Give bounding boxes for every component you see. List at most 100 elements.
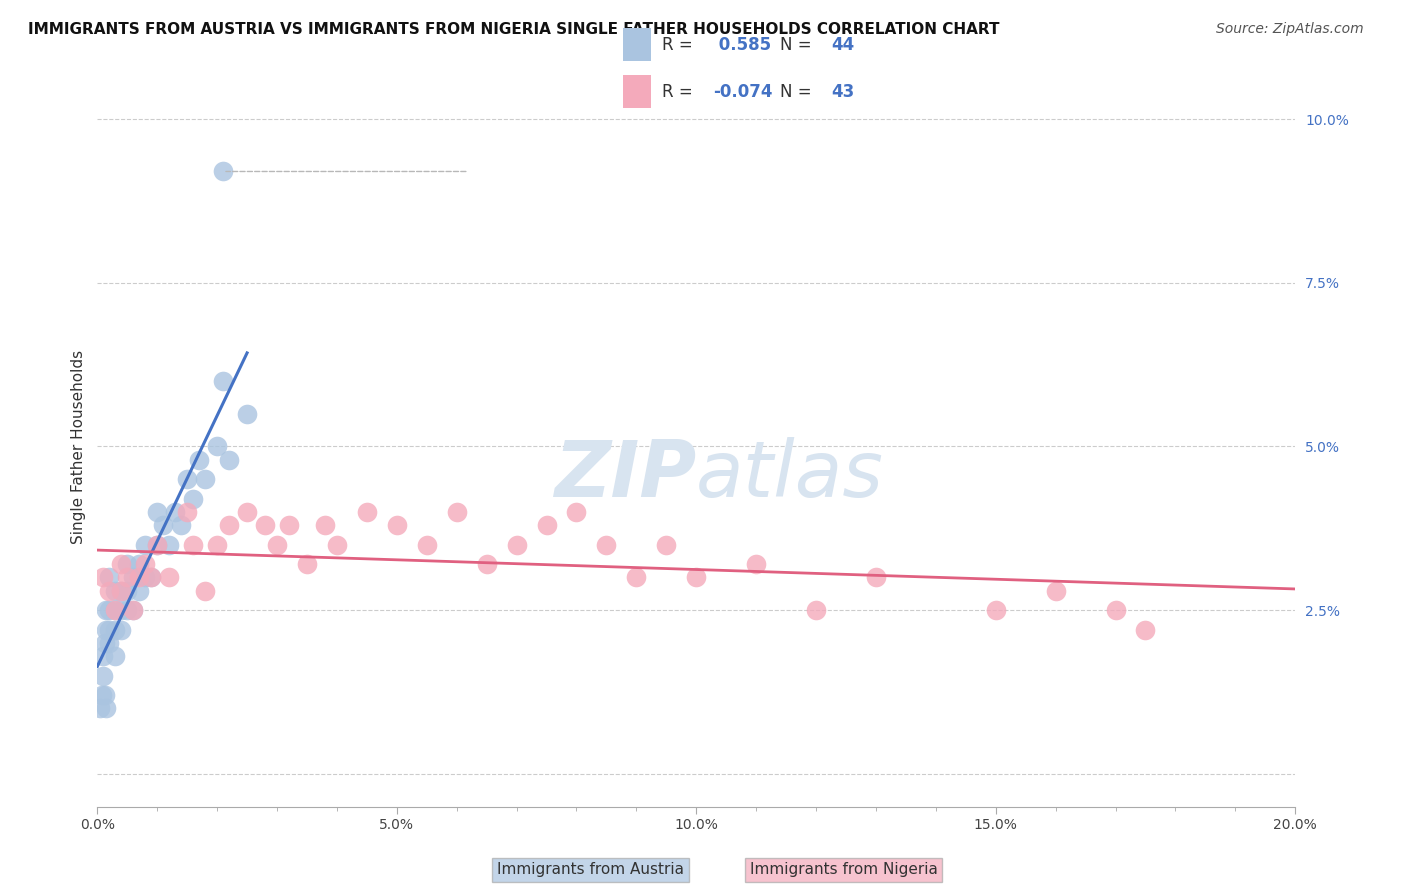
Point	[295, 558, 318, 572]
Point	[91, 668, 114, 682]
Point	[128, 558, 150, 572]
Point	[122, 570, 145, 584]
Point	[655, 538, 678, 552]
Point	[110, 558, 132, 572]
Point	[205, 538, 228, 552]
Point	[745, 558, 768, 572]
Point	[356, 505, 378, 519]
Point	[122, 603, 145, 617]
Point	[89, 701, 111, 715]
Point	[110, 583, 132, 598]
Point	[1045, 583, 1067, 598]
Text: 43: 43	[831, 83, 855, 101]
Text: N =: N =	[780, 83, 817, 101]
Point	[94, 623, 117, 637]
Point	[194, 583, 217, 598]
Point	[165, 505, 187, 519]
Point	[157, 538, 180, 552]
Point	[212, 374, 235, 388]
Point	[93, 688, 115, 702]
Point	[152, 518, 174, 533]
Point	[505, 538, 527, 552]
Point	[266, 538, 288, 552]
Text: 0.585: 0.585	[713, 36, 770, 54]
Point	[1104, 603, 1126, 617]
Point	[98, 623, 121, 637]
Point	[218, 518, 240, 533]
Point	[117, 583, 139, 598]
Point	[104, 583, 127, 598]
Point	[128, 583, 150, 598]
Point	[91, 570, 114, 584]
Point	[1135, 623, 1157, 637]
Text: -0.074: -0.074	[713, 83, 772, 101]
Point	[212, 164, 235, 178]
Point	[98, 570, 121, 584]
Point	[326, 538, 349, 552]
Point	[475, 558, 498, 572]
Point	[205, 440, 228, 454]
Point	[804, 603, 827, 617]
Point	[104, 603, 127, 617]
Point	[104, 648, 127, 663]
Point	[146, 538, 169, 552]
Point	[385, 518, 408, 533]
Point	[181, 538, 204, 552]
Point	[865, 570, 887, 584]
Point	[157, 570, 180, 584]
Y-axis label: Single Father Households: Single Father Households	[72, 350, 86, 543]
Point	[134, 570, 156, 584]
Point	[685, 570, 707, 584]
Point	[134, 558, 156, 572]
Point	[134, 538, 156, 552]
Point	[110, 623, 132, 637]
Text: 44: 44	[831, 36, 855, 54]
Point	[595, 538, 617, 552]
Point	[181, 491, 204, 506]
Text: atlas: atlas	[696, 437, 884, 513]
Point	[96, 603, 118, 617]
Point	[278, 518, 301, 533]
Point	[117, 603, 139, 617]
Text: ZIP: ZIP	[554, 437, 696, 513]
Point	[91, 648, 114, 663]
Point	[536, 518, 558, 533]
Text: IMMIGRANTS FROM AUSTRIA VS IMMIGRANTS FROM NIGERIA SINGLE FATHER HOUSEHOLDS CORR: IMMIGRANTS FROM AUSTRIA VS IMMIGRANTS FR…	[28, 22, 1000, 37]
Point	[104, 603, 127, 617]
Point	[110, 583, 132, 598]
Point	[104, 623, 127, 637]
Point	[128, 570, 150, 584]
Point	[146, 538, 169, 552]
Text: Immigrants from Nigeria: Immigrants from Nigeria	[749, 863, 938, 877]
Point	[141, 570, 163, 584]
Point	[984, 603, 1007, 617]
Point	[98, 603, 121, 617]
Point	[314, 518, 336, 533]
Text: R =: R =	[662, 36, 699, 54]
Point	[218, 452, 240, 467]
Point	[94, 636, 117, 650]
Point	[117, 570, 139, 584]
Point	[254, 518, 277, 533]
Point	[141, 570, 163, 584]
Point	[98, 583, 121, 598]
Text: Immigrants from Austria: Immigrants from Austria	[496, 863, 685, 877]
Point	[117, 558, 139, 572]
Point	[146, 505, 169, 519]
Bar	[623, 28, 651, 61]
Point	[176, 505, 198, 519]
Text: N =: N =	[780, 36, 817, 54]
Point	[122, 603, 145, 617]
Point	[194, 472, 217, 486]
Point	[565, 505, 588, 519]
Point	[98, 636, 121, 650]
Text: R =: R =	[662, 83, 699, 101]
Point	[626, 570, 648, 584]
Point	[236, 407, 259, 421]
Text: Source: ZipAtlas.com: Source: ZipAtlas.com	[1216, 22, 1364, 37]
Point	[416, 538, 439, 552]
Bar	[623, 75, 651, 108]
Point	[91, 688, 114, 702]
Point	[188, 452, 211, 467]
Point	[176, 472, 198, 486]
